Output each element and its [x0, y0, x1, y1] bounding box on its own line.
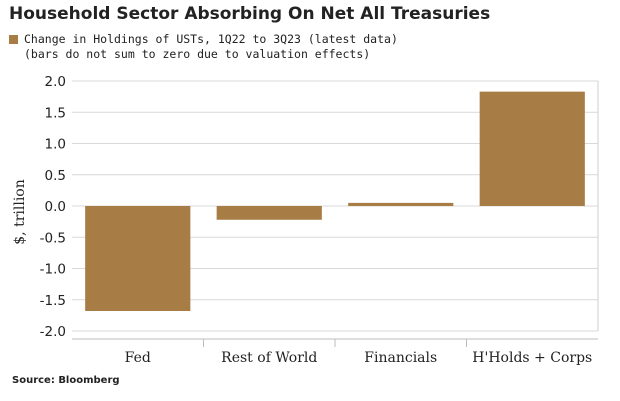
y-tick-label: 1.5 [45, 105, 66, 121]
y-axis-title: $, trillion [12, 179, 28, 244]
y-tick-label: -2.0 [40, 324, 66, 340]
legend-entry: Change in Holdings of USTs, 1Q22 to 3Q23… [9, 32, 398, 47]
chart-legend: Change in Holdings of USTs, 1Q22 to 3Q23… [9, 32, 398, 62]
x-category-label: Fed [125, 350, 151, 366]
x-category-label: Financials [364, 350, 437, 366]
y-tick-label: -1.0 [40, 262, 66, 278]
legend-swatch [9, 35, 18, 44]
x-category-label: Rest of World [221, 350, 317, 366]
bar [216, 206, 322, 220]
y-tick-label: -0.5 [40, 230, 66, 246]
bar [348, 202, 454, 206]
y-tick-label: 0.0 [45, 199, 66, 215]
bar [479, 91, 585, 206]
y-tick-label: 1.0 [45, 137, 66, 153]
chart-title: Household Sector Absorbing On Net All Tr… [9, 4, 491, 24]
y-tick-label: 2.0 [45, 74, 66, 90]
x-category-label: H'Holds + Corps [472, 350, 592, 366]
bar [85, 206, 191, 311]
legend-note: (bars do not sum to zero due to valuatio… [24, 47, 371, 61]
y-tick-label: -1.5 [40, 293, 66, 309]
y-tick-label: 0.5 [45, 168, 66, 184]
source-note: Source: Bloomberg [12, 375, 120, 386]
legend-label: Change in Holdings of USTs, 1Q22 to 3Q23… [24, 32, 398, 46]
